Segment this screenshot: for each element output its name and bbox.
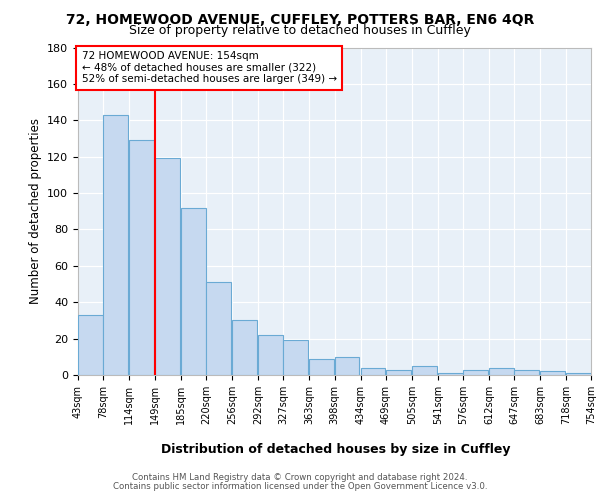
Bar [463,370,488,375]
Bar [258,335,283,375]
Bar [514,370,539,375]
Text: Contains HM Land Registry data © Crown copyright and database right 2024.: Contains HM Land Registry data © Crown c… [132,472,468,482]
Bar [438,373,463,375]
Bar [206,282,231,375]
Text: 72, HOMEWOOD AVENUE, CUFFLEY, POTTERS BAR, EN6 4QR: 72, HOMEWOOD AVENUE, CUFFLEY, POTTERS BA… [66,12,534,26]
Bar [181,208,206,375]
Bar [361,368,385,375]
Bar [412,366,437,375]
Bar [103,115,128,375]
Bar [130,140,154,375]
Bar [283,340,308,375]
Bar [386,370,411,375]
Bar [232,320,257,375]
Y-axis label: Number of detached properties: Number of detached properties [29,118,41,304]
Text: 72 HOMEWOOD AVENUE: 154sqm
← 48% of detached houses are smaller (322)
52% of sem: 72 HOMEWOOD AVENUE: 154sqm ← 48% of deta… [82,51,337,84]
Bar [541,372,565,375]
Text: Contains public sector information licensed under the Open Government Licence v3: Contains public sector information licen… [113,482,487,491]
Bar [489,368,514,375]
Text: Distribution of detached houses by size in Cuffley: Distribution of detached houses by size … [161,442,511,456]
Bar [78,315,103,375]
Text: Size of property relative to detached houses in Cuffley: Size of property relative to detached ho… [129,24,471,37]
Bar [155,158,179,375]
Bar [335,357,359,375]
Bar [566,373,590,375]
Bar [309,358,334,375]
